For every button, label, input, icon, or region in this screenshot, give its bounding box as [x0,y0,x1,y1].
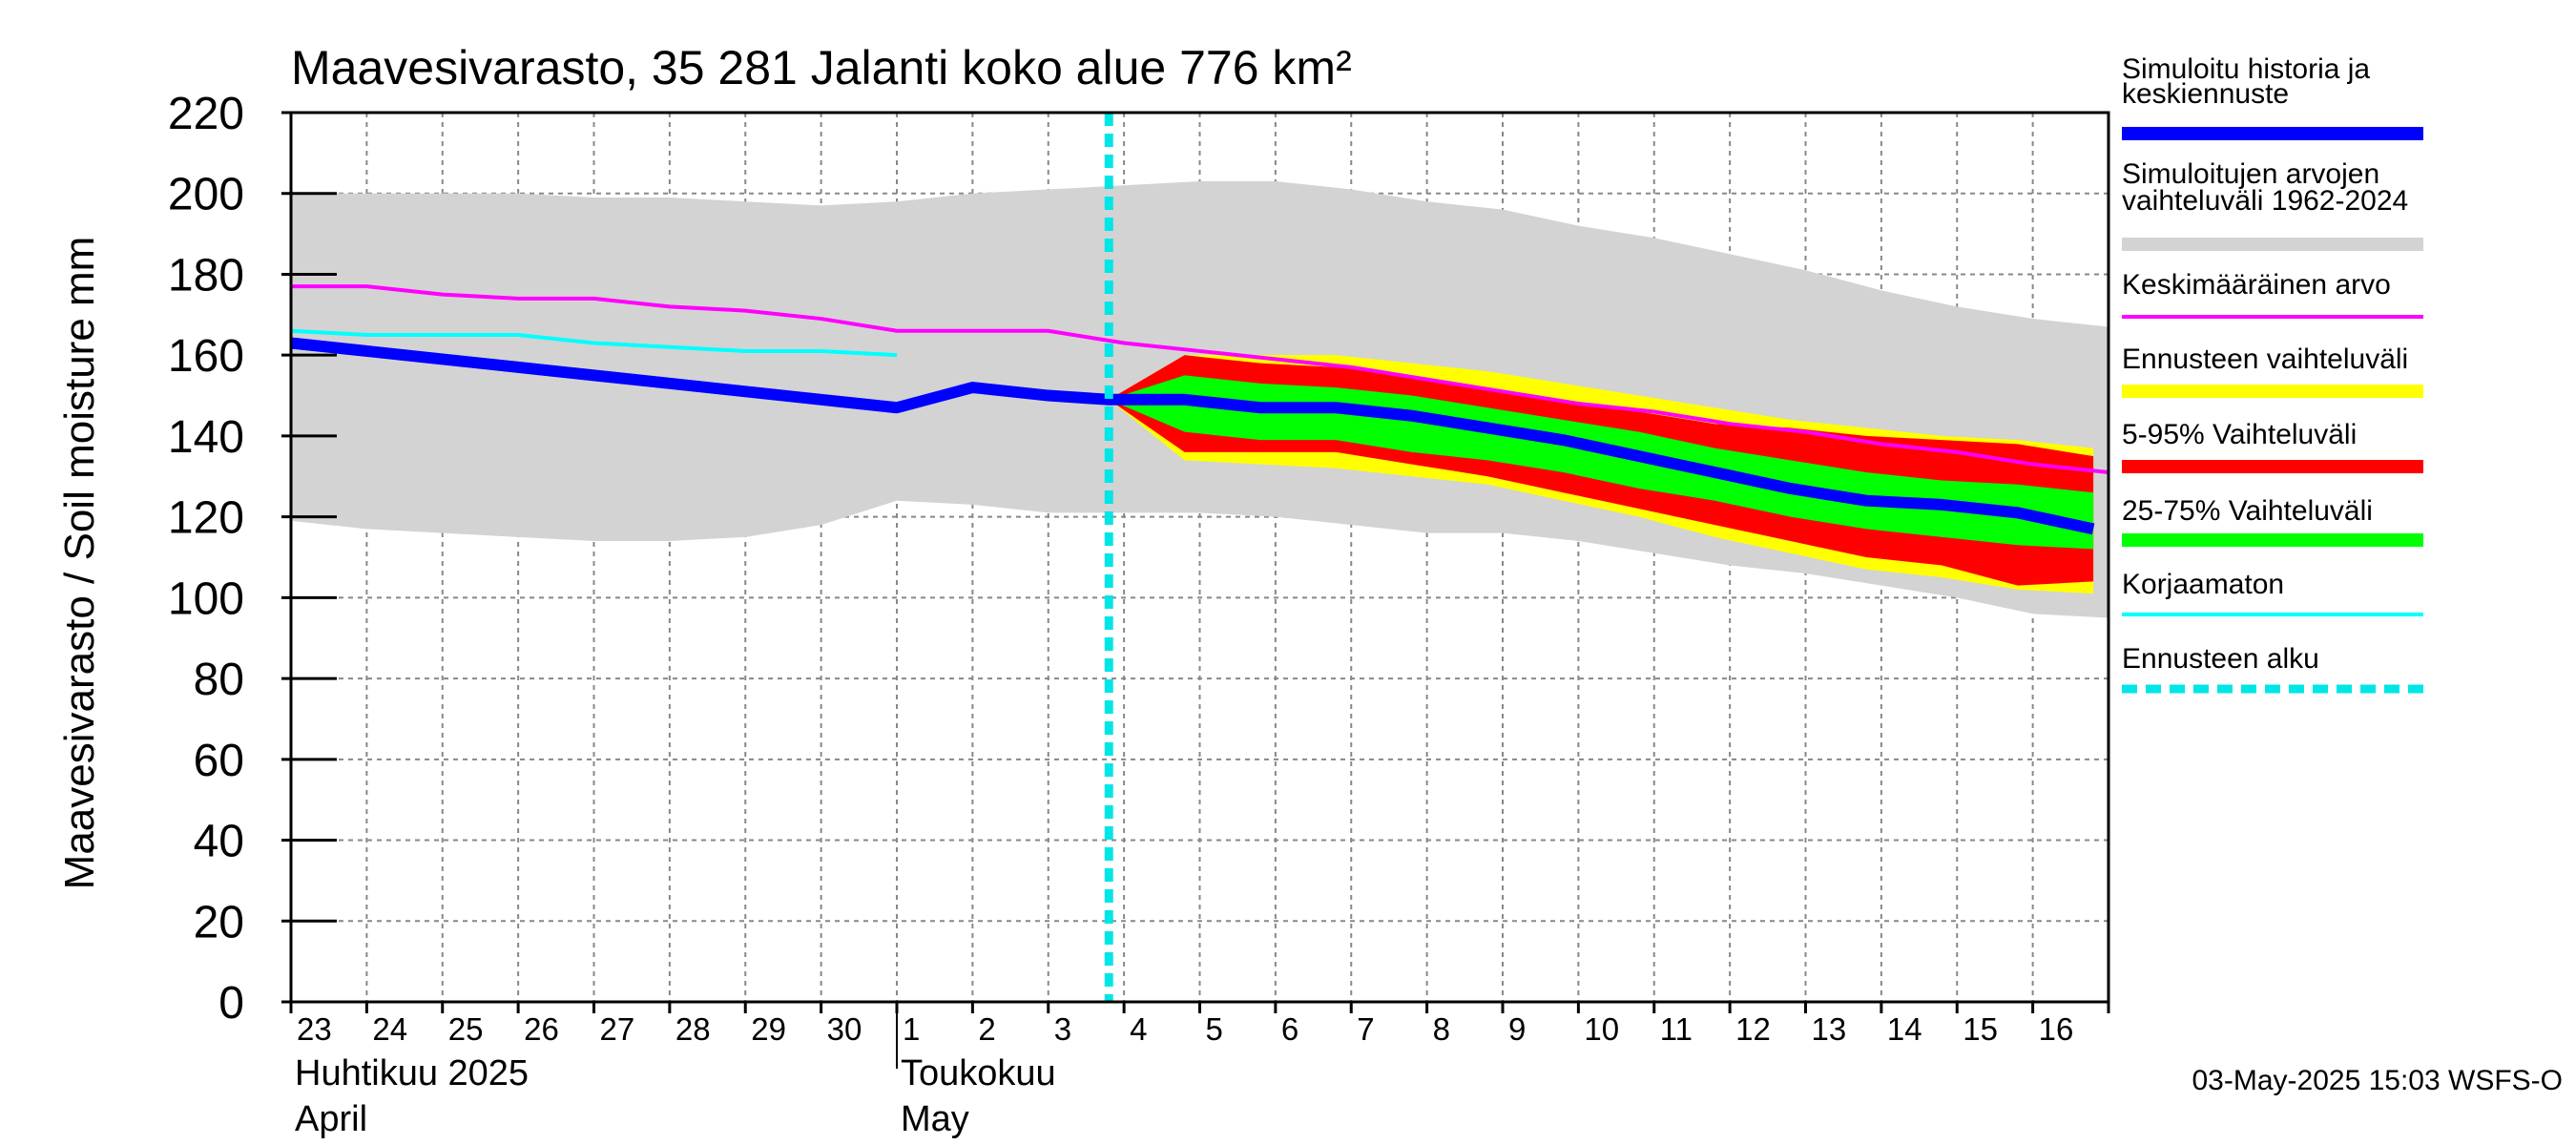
legend-label: Korjaamaton [2122,569,2284,600]
y-tick-label: 220 [168,89,244,139]
legend-item-mean: Keskimääräinen arvo [2122,269,2423,319]
y-tick-label: 100 [168,573,244,624]
x-tick-label: 10 [1584,1011,1619,1047]
legend-item-forecast-range: Ennusteen vaihteluväli [2122,344,2423,398]
legend-label: vaihteluväli 1962-2024 [2122,185,2408,217]
legend-label: Ennusteen alku [2122,643,2319,675]
month-label: Huhtikuu 2025 [295,1053,529,1093]
y-tick-label: 80 [194,655,244,705]
y-axis-label: Maavesivarasto / Soil moisture mm [56,237,103,890]
legend-item-forecast-start: Ennusteen alku [2122,643,2423,694]
x-tick-label: 27 [600,1011,635,1047]
x-tick-label: 30 [827,1011,862,1047]
x-tick-label: 16 [2039,1011,2074,1047]
x-tick-label: 29 [751,1011,786,1047]
y-tick-label: 0 [218,978,244,1029]
legend-label: Simuloitujen arvojen [2122,158,2379,190]
x-tick-label: 28 [675,1011,711,1047]
y-tick-label: 200 [168,170,244,220]
x-tick-label: 14 [1887,1011,1922,1047]
month-label-en: May [901,1099,969,1139]
x-tick-label: 5 [1206,1011,1223,1047]
x-tick-label: 11 [1660,1011,1693,1047]
legend-swatch [2122,238,2423,251]
x-tick-label: 7 [1357,1011,1374,1047]
x-tick-label: 1 [903,1011,920,1047]
month-label: Toukokuu [901,1053,1056,1093]
x-tick-label: 3 [1054,1011,1071,1047]
month-label-en: April [295,1099,367,1139]
y-tick-label: 20 [194,897,244,947]
x-tick-label: 25 [448,1011,484,1047]
line-mean [291,284,2109,475]
x-tick-label: 6 [1281,1011,1298,1047]
x-tick-label: 24 [372,1011,407,1047]
y-tick-label: 160 [168,331,244,382]
legend-swatch [2122,460,2423,473]
legend-swatch [2122,533,2423,547]
x-tick-label: 12 [1735,1011,1771,1047]
legend-label: 25-75% Vaihteluväli [2122,495,2373,527]
y-tick-label: 140 [168,412,244,463]
x-tick-label: 26 [524,1011,559,1047]
x-tick-label: 8 [1433,1011,1450,1047]
line-simulated [290,337,2095,535]
legend-label: keskiennuste [2122,78,2289,110]
legend-label: 5-95% Vaihteluväli [2122,419,2357,450]
x-tick-label: 23 [297,1011,332,1047]
legend-item-p25-75: 25-75% Vaihteluväli [2122,495,2423,547]
legend-label: Keskimääräinen arvo [2122,269,2391,301]
legend-swatch [2122,127,2423,140]
x-tick-label: 15 [1963,1011,1998,1047]
y-tick-label: 180 [168,250,244,301]
x-tick-label: 13 [1812,1011,1847,1047]
x-tick-label: 9 [1508,1011,1526,1047]
legend-item-p5-95: 5-95% Vaihteluväli [2122,419,2423,473]
y-tick-label: 60 [194,736,244,786]
legend-label: Simuloitu historia ja [2122,53,2370,85]
legend-label: Ennusteen vaihteluväli [2122,344,2408,375]
chart-title: Maavesivarasto, 35 281 Jalanti koko alue… [291,41,1352,94]
x-tick-label: 4 [1130,1011,1147,1047]
line-uncorrected [290,328,898,358]
legend-swatch [2122,385,2423,398]
footer-timestamp: 03-May-2025 15:03 WSFS-O [2192,1065,2564,1096]
plot-area [290,112,2109,1002]
y-tick-label: 120 [168,493,244,544]
legend-item-uncorrected: Korjaamaton [2122,569,2423,616]
band-p25-75 [1109,375,2094,550]
y-tick-label: 40 [194,817,244,867]
x-tick-label: 2 [978,1011,995,1047]
legend: Simuloitu historia jakeskiennusteSimuloi… [2122,53,2423,694]
